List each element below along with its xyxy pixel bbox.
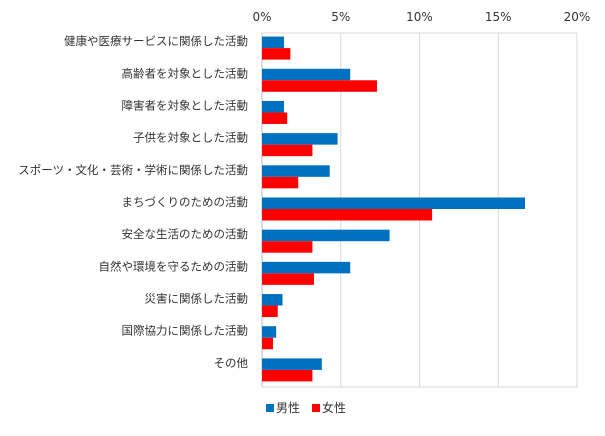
bar-female xyxy=(262,48,291,60)
category-label: 安全な生活のための活動 xyxy=(122,227,249,241)
bar-female xyxy=(262,144,313,157)
x-tick-label: 20% xyxy=(564,10,591,24)
category-label: 健康や医療サービスに関係した活動 xyxy=(64,34,248,48)
bar-male xyxy=(262,68,351,81)
bar-female xyxy=(262,112,288,124)
category-label: 国際協力に関係した活動 xyxy=(122,324,249,338)
bar-male xyxy=(262,261,351,274)
bars xyxy=(262,36,526,382)
legend-swatch xyxy=(312,404,320,412)
bar-female xyxy=(262,305,278,318)
category-label: その他 xyxy=(214,356,249,370)
legend: 男性 女性 xyxy=(266,400,346,415)
bar-female xyxy=(262,241,313,253)
bar-male xyxy=(262,165,330,177)
category-label: スポーツ・文化・芸術・学術に関係した活動 xyxy=(18,163,248,177)
x-tick-label: 15% xyxy=(485,10,512,24)
legend-swatch xyxy=(266,404,274,412)
x-axis-ticks: 0% 5% 10% 15% 20% xyxy=(252,10,590,24)
bar-male xyxy=(262,133,338,145)
category-labels: 健康や医療サービスに関係した活動高齢者を対象とした活動障害者を対象とした活動子供… xyxy=(18,34,248,370)
bar-male xyxy=(262,326,277,338)
bar-male xyxy=(262,294,283,306)
x-tick-label: 0% xyxy=(252,10,271,24)
bar-female xyxy=(262,273,314,285)
bar-male xyxy=(262,358,322,370)
bar-male xyxy=(262,100,285,113)
category-label: 高齢者を対象とした活動 xyxy=(122,66,249,80)
category-label: 子供を対象とした活動 xyxy=(133,131,248,145)
category-label: 自然や環境を守るための活動 xyxy=(99,259,249,273)
bar-female xyxy=(262,209,433,221)
category-label: まちづくりのための活動 xyxy=(122,195,249,209)
bar-male xyxy=(262,229,390,242)
bar-female xyxy=(262,80,377,92)
bar-male xyxy=(262,36,285,49)
legend-label: 女性 xyxy=(322,400,346,415)
category-label: 障害者を対象とした活動 xyxy=(122,98,249,112)
bar-female xyxy=(262,337,274,350)
legend-label: 男性 xyxy=(276,401,300,415)
x-tick-label: 10% xyxy=(406,10,433,24)
x-tick-label: 5% xyxy=(331,10,350,24)
bar-female xyxy=(262,176,299,189)
category-label: 災害に関係した活動 xyxy=(145,292,249,306)
bar-female xyxy=(262,369,313,382)
bar-male xyxy=(262,197,526,209)
